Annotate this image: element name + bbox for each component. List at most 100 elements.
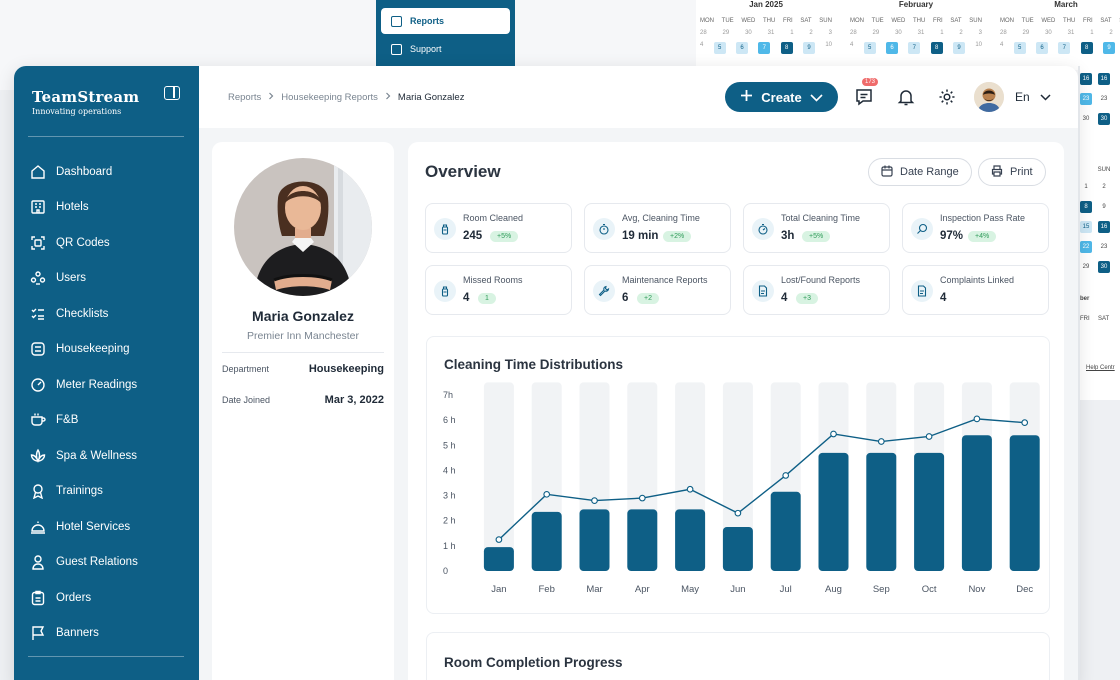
stat-change-badge: +5% — [490, 231, 519, 242]
sidebar-item-label: Meter Readings — [56, 378, 138, 391]
sidebar-item-guest-relations[interactable]: Guest Relations — [30, 545, 190, 581]
month-title: February — [898, 0, 934, 9]
help-center-link: Help Centr — [1086, 365, 1115, 371]
y-tick-label: 1 h — [443, 541, 456, 551]
stat-value: 19 min — [622, 230, 659, 242]
breadcrumb-housekeeping-reports[interactable]: Housekeeping Reports — [281, 92, 378, 103]
bar — [1009, 435, 1040, 571]
sidebar-item-hotel-services[interactable]: Hotel Services — [30, 509, 190, 545]
date-range-button[interactable]: Date Range — [868, 158, 972, 186]
sidebar-item-checklists[interactable]: Checklists — [30, 296, 190, 332]
ghost-nav-reports: Reports — [381, 8, 510, 34]
sidebar-item-spa-wellness[interactable]: Spa & Wellness — [30, 438, 190, 474]
sidebar-item-housekeeping[interactable]: Housekeeping — [30, 332, 190, 368]
day: 8 — [1080, 42, 1093, 54]
day: 16 — [1098, 221, 1110, 233]
month-title-fragment: ber — [1080, 296, 1090, 302]
sidebar-item-dashboard[interactable]: Dashboard — [30, 154, 190, 190]
user-avatar[interactable] — [974, 82, 1004, 112]
day: 5 — [863, 42, 876, 54]
stat-value: 4 — [463, 292, 470, 304]
weekday: FRI — [1083, 18, 1093, 24]
chart-icon — [391, 15, 402, 27]
weekday: THU — [1063, 18, 1076, 24]
language-selector[interactable]: En — [1015, 90, 1051, 104]
day: 23 — [1080, 93, 1092, 105]
date-joined-value: Mar 3, 2022 — [324, 394, 384, 406]
stat-label: Missed Rooms — [463, 275, 523, 285]
timer-icon — [752, 218, 774, 240]
day: 30 — [1082, 116, 1090, 122]
sidebar-item-label: Checklists — [56, 307, 109, 320]
employee-name: Maria Gonzalez — [252, 308, 354, 324]
app-window: TeamStream Innovating operations Dashboa… — [14, 66, 1078, 680]
bell-icon[interactable] — [894, 85, 918, 109]
spray-bottle-icon — [434, 280, 456, 302]
stat-change-badge: +5% — [802, 231, 831, 242]
x-tick-label: Jan — [491, 584, 506, 595]
chevron-right-icon — [267, 92, 275, 103]
profile-photo — [234, 158, 372, 296]
sidebar-item-label: F&B — [56, 414, 79, 427]
bar — [483, 547, 514, 571]
day: 3 — [828, 30, 832, 36]
weekday: TUE — [721, 18, 734, 24]
day: 28 — [850, 30, 857, 36]
printer-icon — [991, 164, 1003, 180]
stat-card-avg-cleaning-time: Avg, Cleaning Time 19 min +2% — [584, 203, 731, 253]
sidebar-item-hotels[interactable]: Hotels — [30, 190, 190, 226]
stat-label: Inspection Pass Rate — [940, 213, 1026, 223]
sidebar-item-fnb[interactable]: F&B — [30, 403, 190, 439]
calendar-month: March MON TUE WED THU FRI SAT SUN 28 29 … — [996, 0, 1120, 54]
chart-title: Cleaning Time Distributions — [444, 357, 624, 372]
ghost-nav-support: Support — [381, 36, 510, 62]
x-tick-label: Apr — [635, 584, 650, 595]
sidebar-item-qr-codes[interactable]: QR Codes — [30, 225, 190, 261]
messages-icon[interactable] — [852, 85, 876, 109]
day: 8 — [780, 42, 793, 54]
breadcrumb-reports[interactable]: Reports — [228, 92, 262, 103]
day: 30 — [1098, 113, 1110, 125]
sidebar-divider — [28, 656, 184, 657]
sidebar-collapse-icon[interactable] — [164, 86, 180, 100]
day: 3 — [978, 30, 982, 36]
day: 1 — [790, 30, 794, 36]
weekday: FRI — [933, 18, 943, 24]
bar — [818, 452, 849, 571]
flag-icon — [30, 625, 46, 641]
x-tick-label: Jun — [730, 584, 745, 595]
sidebar-item-users[interactable]: Users — [30, 261, 190, 297]
gear-icon[interactable] — [935, 85, 959, 109]
weekday: SUN — [969, 18, 982, 24]
day: 29 — [722, 30, 730, 36]
sidebar-item-label: Users — [56, 272, 87, 285]
day: 28 — [1000, 30, 1007, 36]
weekday: FRI — [1080, 316, 1090, 322]
users-icon — [30, 270, 46, 286]
day: 8 — [1080, 201, 1092, 213]
x-tick-label: Jul — [780, 584, 792, 595]
sidebar-item-orders[interactable]: Orders — [30, 580, 190, 616]
day: 2 — [1102, 184, 1106, 190]
day: 28 — [700, 30, 707, 36]
create-button[interactable]: Create — [725, 82, 838, 112]
stat-card-maintenance-reports: Maintenance Reports 6 +2 — [584, 265, 731, 315]
stat-label: Complaints Linked — [940, 275, 1015, 285]
weekday: WED — [1041, 18, 1056, 24]
magnifier-icon — [911, 218, 933, 240]
support-icon — [391, 43, 402, 55]
stat-value: 245 — [463, 230, 483, 242]
profile-divider — [222, 352, 384, 353]
sidebar-item-banners[interactable]: Banners — [30, 616, 190, 652]
orders-icon — [30, 590, 46, 606]
sidebar-item-label: Hotel Services — [56, 520, 131, 533]
print-button[interactable]: Print — [978, 158, 1046, 186]
day-row: 4 5 6 7 8 9 10 — [996, 36, 1120, 54]
day: 2 — [959, 30, 963, 36]
weekday: SAT — [950, 18, 962, 24]
sidebar-item-trainings[interactable]: Trainings — [30, 474, 190, 510]
trend-point — [1021, 419, 1029, 427]
day: 30 — [895, 30, 902, 36]
sidebar-item-meter-readings[interactable]: Meter Readings — [30, 367, 190, 403]
day: 7 — [1058, 42, 1071, 54]
